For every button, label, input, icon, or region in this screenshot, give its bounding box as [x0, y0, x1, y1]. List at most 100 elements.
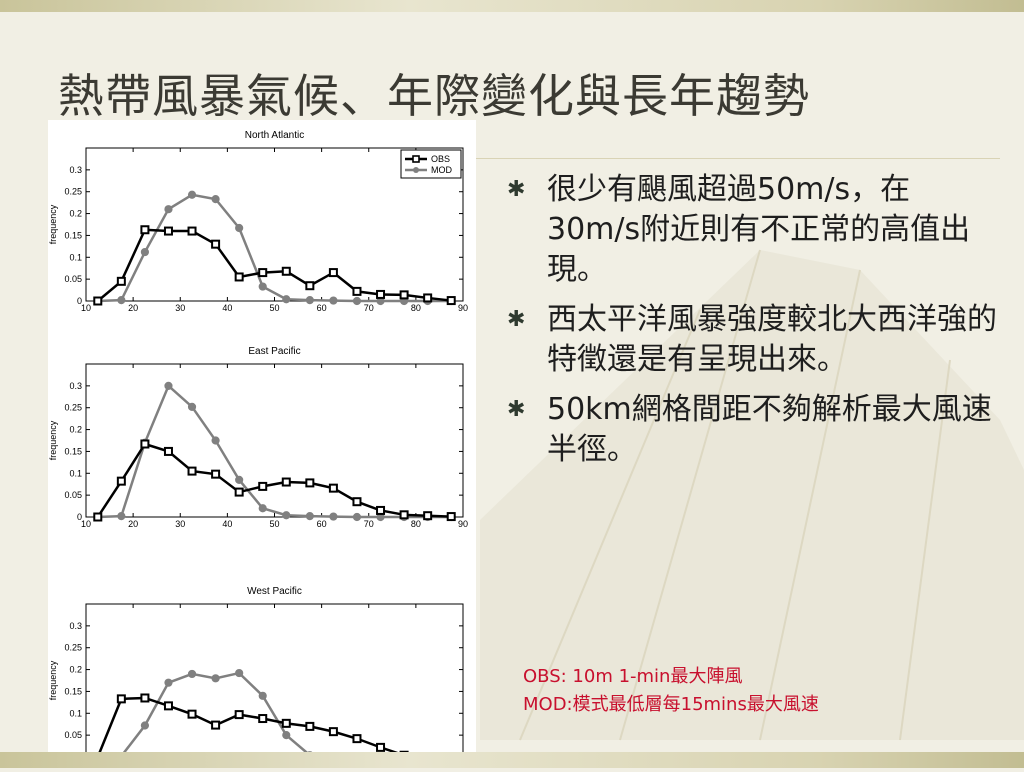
y-tick-label: 0.1 [69, 468, 82, 478]
bullet-text: 50km網格間距不夠解析最大風速半徑。 [547, 392, 992, 467]
mod-marker [187, 190, 197, 199]
series-line-obs [96, 696, 452, 759]
bullet-item: ✱ 西太平洋風暴強度較北大西洋強的特徵還是有呈現出來。 [505, 300, 1000, 380]
obs-marker [93, 512, 103, 522]
y-tick-label: 0.25 [64, 403, 82, 413]
obs-marker [258, 714, 268, 724]
x-tick-label: 50 [269, 519, 279, 529]
obs-marker [140, 693, 150, 703]
x-tick-label: 90 [458, 519, 468, 529]
bullet-text: 很少有颶風超過50m/s，在30m/s附近則有不正常的高值出現。 [547, 172, 971, 287]
bullet-list: ✱ 很少有颶風超過50m/s，在30m/s附近則有不正常的高值出現。 ✱ 西太平… [505, 170, 1000, 480]
x-tick-label: 30 [175, 303, 185, 313]
x-tick-label: 20 [128, 519, 138, 529]
y-tick-label: 0.15 [64, 686, 82, 696]
obs-marker [281, 477, 291, 487]
chart-title: East Pacific [248, 346, 300, 357]
slide-title: 熱帶風暴氣候、年際變化與長年趨勢 [58, 69, 810, 123]
obs-marker [187, 466, 197, 476]
obs-marker [446, 296, 456, 306]
x-tick-label: 80 [411, 303, 421, 313]
mod-marker [235, 668, 244, 678]
mod-marker [329, 512, 338, 521]
mod-marker [187, 669, 197, 679]
obs-marker [163, 701, 173, 711]
x-tick-label: 40 [222, 519, 232, 529]
y-tick-label: 0.2 [69, 425, 82, 435]
mod-marker [117, 296, 126, 305]
legend-label: OBS [431, 154, 450, 164]
x-tick-label: 10 [81, 303, 91, 313]
y-axis-label: frequency [48, 660, 58, 700]
asterisk-bullet-icon: ✱ [507, 397, 526, 422]
mod-marker [352, 296, 362, 306]
obs-marker [211, 469, 221, 479]
bullet-item: ✱ 很少有颶風超過50m/s，在30m/s附近則有不正常的高值出現。 [505, 170, 1000, 290]
y-tick-label: 0.25 [64, 187, 82, 197]
mod-marker [164, 381, 173, 390]
obs-marker [399, 510, 409, 520]
obs-marker [93, 296, 103, 306]
mod-marker [140, 247, 150, 257]
x-tick-label: 70 [364, 519, 374, 529]
chart-title: West Pacific [247, 586, 302, 597]
x-tick-label: 90 [458, 303, 468, 313]
y-tick-label: 0.25 [64, 643, 82, 653]
obs-marker [446, 512, 456, 522]
chart-panel: West Pacific10203040506070809000.050.10.… [48, 586, 468, 769]
obs-marker [352, 286, 362, 296]
obs-marker [352, 734, 362, 744]
x-tick-label: 50 [269, 303, 279, 313]
obs-marker [140, 439, 150, 449]
obs-marker [234, 710, 244, 720]
y-tick-label: 0.3 [69, 381, 82, 391]
series-line-obs [96, 442, 452, 518]
obs-marker [116, 694, 126, 704]
y-tick-label: 0.15 [64, 446, 82, 456]
series-line-mod [97, 671, 452, 759]
x-tick-label: 40 [222, 303, 232, 313]
mod-marker [413, 167, 419, 173]
bullet-text: 西太平洋風暴強度較北大西洋強的特徵還是有呈現出來。 [547, 302, 997, 377]
x-tick-label: 60 [317, 519, 327, 529]
y-tick-label: 0.15 [64, 230, 82, 240]
mod-marker [211, 674, 220, 683]
y-tick-label: 0.05 [64, 730, 82, 740]
y-axis-label: frequency [48, 204, 58, 244]
obs-marker [328, 483, 338, 493]
title-divider [470, 158, 1000, 159]
mod-marker [164, 678, 173, 687]
x-tick-label: 60 [317, 303, 327, 313]
obs-marker [234, 487, 244, 497]
mod-marker [235, 223, 244, 233]
mod-marker [305, 296, 314, 305]
bullet-item: ✱ 50km網格間距不夠解析最大風速半徑。 [505, 390, 1000, 470]
obs-marker [376, 505, 386, 515]
legend-label: MOD [431, 165, 452, 175]
obs-marker [281, 266, 291, 276]
asterisk-bullet-icon: ✱ [507, 307, 526, 332]
chart-panel: North Atlantic 10 20 30 40 50 60 70 80 90 0 0.05 0.1… [48, 130, 468, 313]
mod-marker [258, 691, 267, 700]
obs-marker [305, 281, 315, 291]
obs-marker [211, 239, 221, 249]
bottom-decor-band [0, 752, 1024, 768]
chart-svg: North Atlantic 10 20 30 40 50 60 70 80 90 0 0.05 0.1… [48, 130, 468, 769]
plot-frame [85, 603, 464, 758]
x-tick-label: 10 [81, 519, 91, 529]
y-tick-label: 0.1 [69, 708, 82, 718]
obs-marker [163, 226, 173, 236]
obs-marker [258, 481, 268, 491]
y-tick-label: 0.05 [64, 274, 82, 284]
mod-note: MOD:模式最低層每15mins最大風速 [523, 694, 819, 715]
obs-marker [423, 511, 433, 521]
mod-marker [235, 475, 244, 484]
mod-marker [352, 512, 362, 522]
x-tick-label: 80 [411, 519, 421, 529]
mod-marker [329, 296, 338, 305]
obs-note: OBS: 10m 1-min最大陣風 [523, 666, 743, 687]
obs-marker [352, 497, 362, 507]
mod-marker [164, 205, 173, 214]
